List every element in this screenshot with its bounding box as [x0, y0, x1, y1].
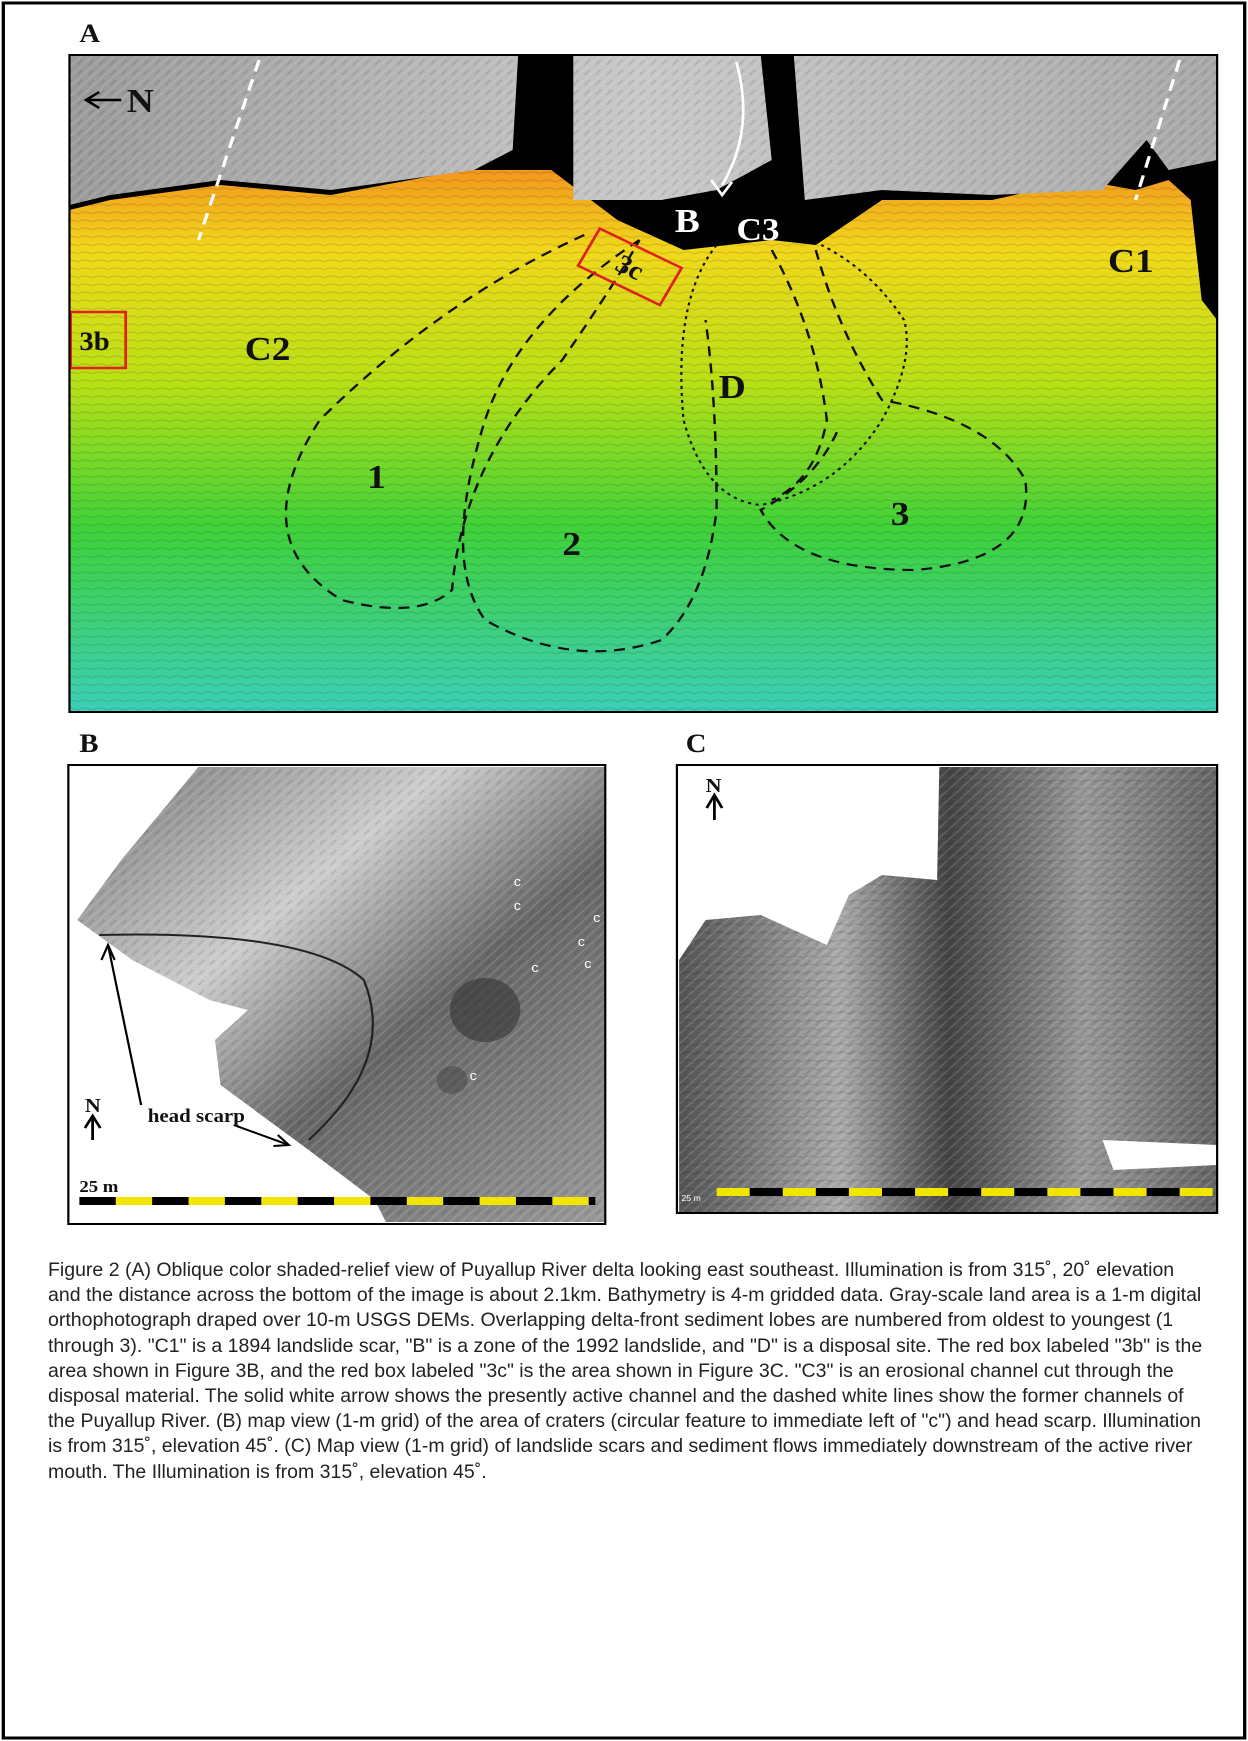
- figure-caption: Figure 2 (A) Oblique color shaded-relief…: [48, 1259, 1203, 1483]
- pointer-arrow: [233, 1124, 292, 1147]
- crater-label: c: [531, 961, 538, 975]
- crater-label: c: [470, 1069, 477, 1083]
- north-label: N: [85, 1094, 101, 1117]
- feature-label: C3: [736, 212, 779, 247]
- panel-frame: [675, 764, 1219, 1214]
- north-arrow: [83, 90, 122, 110]
- lobe-2-outline: [461, 239, 718, 653]
- disposal-site-outline: [680, 244, 908, 507]
- panel-c: C N 25 m: [675, 729, 1219, 1214]
- channel-c3-outline: [770, 249, 829, 501]
- crater-label: c: [584, 957, 591, 971]
- feature-label: B: [675, 202, 700, 240]
- former-channel: [196, 59, 261, 241]
- scale-label: 25 m: [79, 1177, 118, 1196]
- box-3b-label: 3b: [79, 327, 109, 356]
- feature-label: C1: [1108, 242, 1154, 280]
- lobe-label: 1: [367, 458, 386, 496]
- panel-label: B: [79, 729, 98, 758]
- former-channel: [1133, 59, 1182, 201]
- feature-label: C2: [245, 330, 291, 368]
- feature-label: D: [719, 368, 746, 406]
- crater-label: c: [593, 911, 600, 925]
- north-arrow: [83, 1113, 102, 1140]
- north-arrow: [705, 792, 724, 820]
- active-channel-arrow: [720, 61, 745, 186]
- panel-b: B c c c c c c c head scarp N 25 m: [67, 729, 607, 1225]
- lobe-3-outline: [759, 249, 1028, 572]
- bathymetry-texture: [679, 767, 1218, 1213]
- head-scarp-label: head scarp: [148, 1106, 245, 1127]
- crater: [449, 978, 521, 1042]
- panel-label: A: [79, 19, 100, 48]
- land-texture: [69, 55, 1218, 205]
- scale-label: 25 m: [681, 1193, 701, 1203]
- pointer-arrow: [100, 942, 143, 1106]
- crater-label: c: [514, 899, 521, 913]
- box-3c: [576, 226, 684, 307]
- north-label: N: [127, 82, 154, 120]
- head-scarp-line: [99, 933, 374, 1141]
- arrow-head: [709, 179, 734, 198]
- panel-frame: [68, 54, 1219, 713]
- panel-label: C: [686, 729, 707, 758]
- crater-label: c: [514, 875, 521, 889]
- lobe-label: 3: [891, 495, 910, 533]
- lobe-1-outline: [284, 234, 641, 610]
- lobe-label: 2: [562, 525, 581, 563]
- crater-label: c: [578, 935, 585, 949]
- bathymetry-texture: [77, 767, 606, 1222]
- north-label: N: [706, 774, 722, 797]
- crater: [436, 1066, 468, 1094]
- panel-a: A N 3b 3c B C3 C1 C2 D 1 2 3: [68, 19, 1219, 713]
- panel-frame: [67, 764, 607, 1225]
